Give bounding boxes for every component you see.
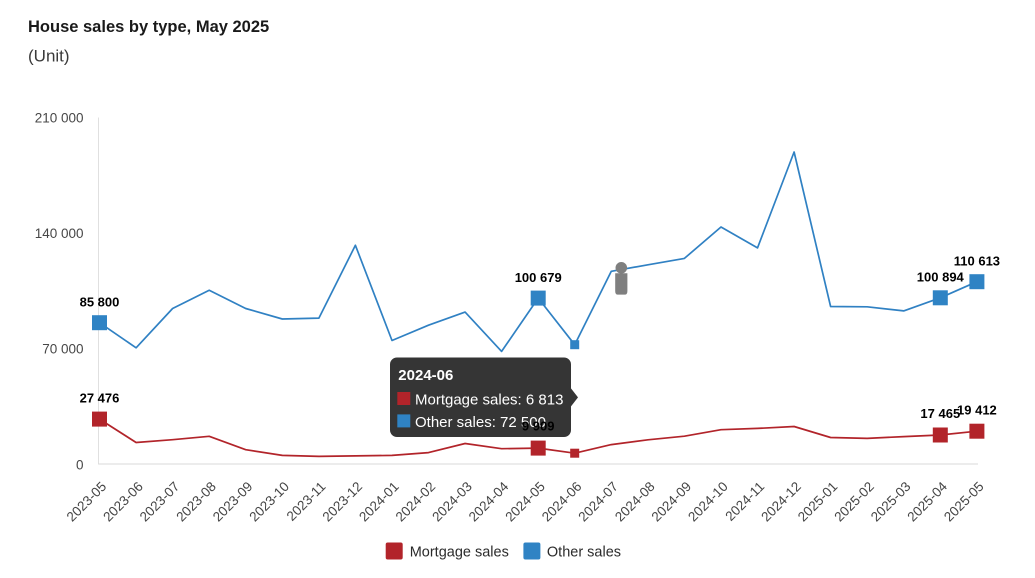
svg-text:100 894: 100 894 [917,269,965,284]
svg-text:140 000: 140 000 [35,226,84,241]
svg-text:9 909: 9 909 [522,418,555,433]
svg-text:0: 0 [76,457,84,472]
svg-text:2024-06: 2024-06 [398,367,453,384]
svg-text:Mortgage sales: Mortgage sales [410,544,509,560]
svg-text:110 613: 110 613 [954,253,1000,268]
svg-text:70 000: 70 000 [42,342,83,357]
svg-text:100 679: 100 679 [515,270,562,285]
svg-text:210 000: 210 000 [35,110,84,125]
svg-text:17 465: 17 465 [920,406,960,421]
svg-text:19 412: 19 412 [957,403,997,418]
svg-text:85 800: 85 800 [80,295,120,310]
svg-text:Mortgage sales: 6 813: Mortgage sales: 6 813 [415,392,563,409]
svg-text:27 476: 27 476 [80,391,120,406]
svg-text:House sales by type, May 2025: House sales by type, May 2025 [28,18,269,36]
svg-text:(Unit): (Unit) [28,46,70,65]
svg-text:Other sales: 72 500: Other sales: 72 500 [415,414,546,431]
svg-text:Other sales: Other sales [547,544,621,560]
